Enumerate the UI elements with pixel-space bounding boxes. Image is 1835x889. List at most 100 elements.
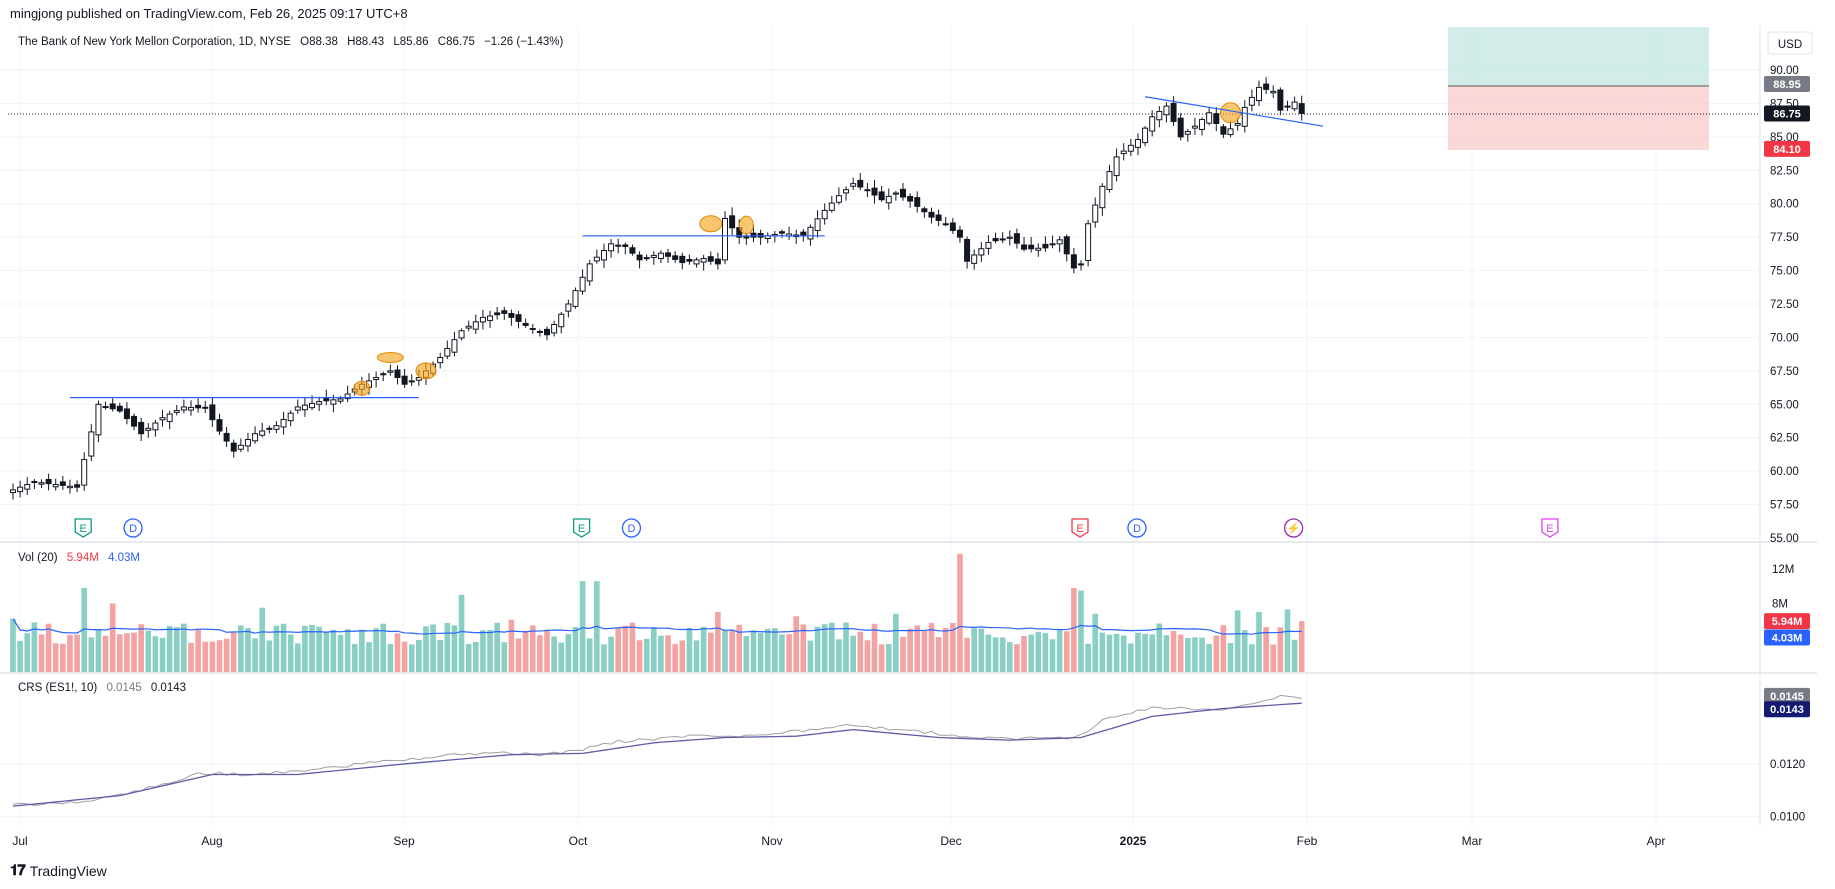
volume-bar	[145, 630, 152, 672]
volume-bar	[408, 644, 415, 672]
candle-body	[885, 195, 892, 204]
volume-bar	[537, 635, 543, 672]
currency-button[interactable]: USD	[1767, 31, 1813, 55]
volume-bar	[1106, 634, 1113, 672]
volume-bar	[273, 625, 280, 672]
crs-label-bg	[1764, 687, 1810, 704]
volume-bar	[1063, 631, 1070, 672]
candle-body	[501, 310, 508, 314]
volume-bar	[750, 630, 757, 672]
volume-bar	[601, 644, 607, 672]
volume-bar	[1163, 635, 1170, 672]
price-axis[interactable]: 90.0087.5085.0082.5080.0077.5075.0072.50…	[1764, 65, 1810, 824]
volume-bar	[166, 625, 173, 672]
volume-bar	[195, 629, 201, 672]
volume-bar	[864, 640, 871, 672]
target-zone[interactable]	[1448, 27, 1709, 86]
volume-bar	[373, 628, 379, 672]
volume-bar	[764, 628, 771, 672]
candle-body	[1213, 113, 1220, 124]
candle-body	[1049, 243, 1056, 246]
price-tick: 85.00	[1770, 132, 1799, 144]
candle-body	[138, 421, 145, 435]
candle-body	[1199, 118, 1206, 130]
candle-body	[964, 239, 971, 262]
volume-bar	[1021, 636, 1027, 672]
candle-body	[230, 442, 237, 452]
candle-body	[544, 328, 550, 336]
crs-lines[interactable]	[12, 694, 1302, 807]
candle-body	[1163, 105, 1170, 116]
volume-bar	[672, 644, 678, 672]
volume-bar	[359, 629, 365, 672]
volume-bar	[1277, 627, 1284, 672]
time-tick: Oct	[569, 834, 588, 848]
candle-body	[59, 481, 66, 486]
volume-bar	[437, 639, 443, 672]
volume-bar	[551, 636, 557, 672]
volume-bar	[665, 635, 671, 672]
event-marker-label: D	[1133, 523, 1141, 535]
candle-body	[444, 348, 451, 357]
candle-body	[38, 482, 45, 485]
volume-bar	[330, 629, 337, 672]
candle-body	[515, 314, 522, 322]
candle-body	[401, 375, 408, 385]
volume-bar	[1263, 627, 1269, 672]
volume-bar	[1042, 633, 1049, 672]
candle-body	[387, 370, 394, 373]
candle-body	[81, 459, 88, 486]
candle-body	[1021, 244, 1028, 250]
candle-body	[693, 259, 700, 265]
footer[interactable]: 𝟏𝟕 TradingView	[10, 862, 107, 879]
candle-body	[244, 438, 251, 447]
stop-zone[interactable]	[1448, 86, 1709, 150]
published-note: mingjong published on TradingView.com, F…	[10, 6, 408, 21]
candle-body	[743, 236, 750, 239]
candle-body	[1248, 96, 1255, 106]
volume-bar	[736, 624, 743, 672]
volume-bar	[117, 634, 123, 672]
highlight-ellipse	[699, 215, 723, 233]
price-tick: 82.50	[1770, 165, 1799, 177]
candle-body	[750, 232, 757, 238]
volume-bar	[259, 607, 265, 672]
trendlines[interactable]	[69, 96, 1324, 399]
volume-bar	[964, 637, 970, 672]
candle-body	[102, 406, 109, 409]
candle-body	[1056, 239, 1063, 245]
volume-bar	[622, 625, 629, 672]
time-axis[interactable]: Jul Aug Sep Oct Nov Dec 2025 Feb Mar Apr	[12, 834, 1665, 848]
volume-bar	[1298, 621, 1305, 672]
candle-body	[871, 187, 878, 196]
volume-bar	[1156, 623, 1163, 672]
candles[interactable]	[10, 77, 1305, 500]
candle-body	[188, 406, 194, 411]
volume-tick: 8M	[1772, 598, 1788, 610]
candle-body	[1191, 125, 1198, 129]
volume-bar	[1241, 630, 1248, 672]
candle-body	[1120, 150, 1127, 155]
candle-body	[529, 328, 536, 331]
candle-body	[1277, 89, 1284, 111]
candle-body	[216, 419, 223, 432]
candle-body	[1142, 127, 1149, 144]
candle-body	[415, 377, 422, 381]
price-tick: 55.00	[1770, 533, 1799, 545]
volume-bar	[850, 635, 856, 672]
event-marker-label: E	[80, 523, 87, 535]
volume-bar	[1206, 643, 1212, 672]
candle-body	[223, 432, 230, 442]
candle-body	[579, 276, 586, 292]
volume-bar	[444, 622, 451, 672]
volume-bars[interactable]	[10, 553, 1305, 672]
candle-body	[1013, 233, 1020, 244]
event-markers[interactable]: E D E D E D ⚡ E	[74, 518, 1559, 538]
volume-bar	[1234, 610, 1241, 672]
event-marker-split	[1283, 518, 1304, 538]
volume-bar	[109, 603, 116, 672]
candle-body	[828, 202, 835, 211]
candle-body	[665, 252, 672, 257]
candle-body	[942, 223, 949, 226]
